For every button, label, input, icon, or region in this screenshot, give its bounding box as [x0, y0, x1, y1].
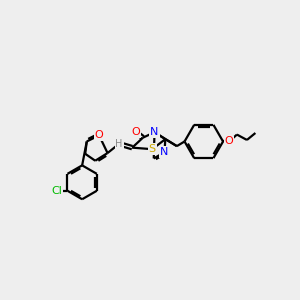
Text: N: N: [160, 147, 169, 157]
Text: Cl: Cl: [51, 186, 62, 196]
Text: S: S: [148, 144, 156, 154]
Text: O: O: [225, 136, 234, 146]
Text: H: H: [116, 139, 123, 149]
Text: O: O: [95, 130, 103, 140]
Text: N: N: [150, 127, 159, 137]
Text: O: O: [132, 127, 140, 137]
